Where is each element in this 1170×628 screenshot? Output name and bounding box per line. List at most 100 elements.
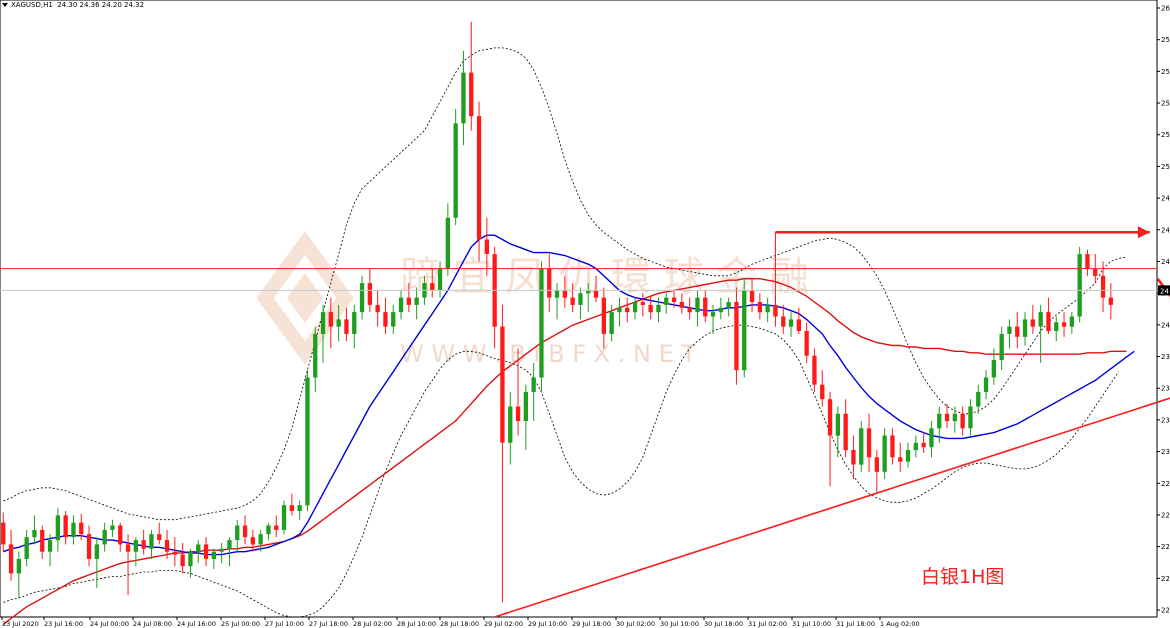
candle — [1108, 283, 1113, 320]
candle — [1, 512, 6, 552]
candle — [196, 540, 201, 564]
candle-body — [617, 307, 622, 313]
candle — [804, 322, 809, 363]
candle — [55, 508, 60, 552]
candle — [336, 304, 341, 342]
candle-body — [609, 312, 614, 334]
candle-body — [1061, 322, 1067, 327]
candle-body — [313, 333, 318, 378]
candle — [640, 293, 645, 317]
candle-body — [804, 331, 809, 356]
candle — [164, 529, 170, 559]
candle-body — [63, 515, 68, 538]
candle — [500, 304, 505, 603]
x-tick-label: 31 Jul 18:00 — [836, 620, 875, 628]
candlesticks — [1, 21, 1113, 603]
projection-arrow-right-head — [1137, 226, 1150, 239]
candle — [445, 203, 450, 276]
candle-body — [157, 534, 162, 540]
candle — [1100, 261, 1106, 313]
candle-body — [86, 534, 92, 559]
candle — [102, 522, 107, 552]
candle-body — [305, 377, 310, 506]
candle — [274, 515, 279, 538]
candle — [141, 529, 146, 555]
candle-body — [476, 116, 482, 240]
candle-body — [125, 544, 131, 552]
candle-body — [913, 442, 918, 451]
candle — [944, 403, 950, 429]
candle-body — [765, 304, 770, 313]
candle — [430, 268, 435, 298]
candle-body — [882, 435, 887, 472]
candle-body — [211, 551, 216, 559]
candle — [703, 290, 708, 323]
candle-body — [999, 333, 1004, 360]
candle-body — [1007, 326, 1012, 334]
candle — [8, 529, 14, 581]
candle-body — [921, 442, 926, 448]
candle — [1061, 312, 1067, 337]
candle-body — [1069, 316, 1074, 327]
y-tick-label: 22 — [1161, 607, 1170, 615]
collapse-triangle-icon[interactable] — [2, 3, 8, 7]
candle — [289, 493, 294, 516]
candle — [1069, 312, 1074, 334]
candle — [453, 108, 458, 226]
candle — [375, 290, 380, 327]
candle — [788, 312, 794, 337]
candle-body — [398, 297, 404, 313]
candle-body — [180, 554, 185, 567]
candle-body — [1, 522, 6, 545]
x-tick-label: 29 Jul 10:00 — [528, 620, 567, 628]
y-tick-label: 23 — [1161, 448, 1170, 456]
candle — [1046, 297, 1051, 334]
candle-body — [79, 522, 84, 535]
candle — [601, 287, 606, 349]
candle-body — [703, 297, 708, 317]
x-tick-label: 31 Jul 10:00 — [792, 620, 831, 628]
bollinger-lower-band — [3, 324, 1119, 618]
candle-body — [929, 428, 934, 448]
candle — [866, 413, 872, 472]
x-tick-label: 23 Jul 2020 — [2, 620, 39, 628]
candle — [32, 515, 37, 545]
plot-area — [0, 0, 1158, 618]
candle — [1022, 312, 1028, 346]
candle — [133, 537, 138, 567]
candle — [843, 399, 848, 458]
x-tick-label: 28 Jul 10:00 — [397, 620, 436, 628]
candle — [1030, 304, 1035, 334]
candle-body — [188, 551, 193, 567]
candle-body — [149, 534, 154, 549]
candle — [1007, 319, 1012, 349]
y-axis: 26 25 25 25 25 25 24 24 24 24 24 23 23 23 23 22 22 22 22 22… — [1157, 5, 1170, 615]
candle — [874, 450, 879, 494]
candle — [734, 287, 739, 385]
candle-body — [734, 302, 739, 371]
candle — [71, 515, 76, 545]
candle-body — [235, 525, 240, 540]
candle-body — [679, 302, 684, 308]
candle — [235, 519, 240, 552]
candle-body — [297, 505, 302, 511]
candle-body — [640, 302, 645, 305]
candle — [531, 362, 536, 422]
candle — [976, 384, 981, 414]
candle-body — [749, 290, 755, 302]
candle-body — [866, 428, 872, 458]
candle-body — [695, 297, 700, 313]
candle — [242, 515, 248, 545]
candle-body — [781, 316, 786, 327]
y-tick-label: 24 — [1161, 258, 1170, 266]
candle — [398, 290, 404, 320]
candle — [632, 297, 638, 320]
candle-body — [757, 302, 762, 313]
candle-body — [203, 544, 209, 559]
candle — [180, 542, 185, 574]
candle — [827, 391, 833, 487]
candle-body — [1030, 319, 1035, 327]
candle-body — [859, 428, 864, 465]
y-tick-label: 23 — [1161, 416, 1170, 424]
